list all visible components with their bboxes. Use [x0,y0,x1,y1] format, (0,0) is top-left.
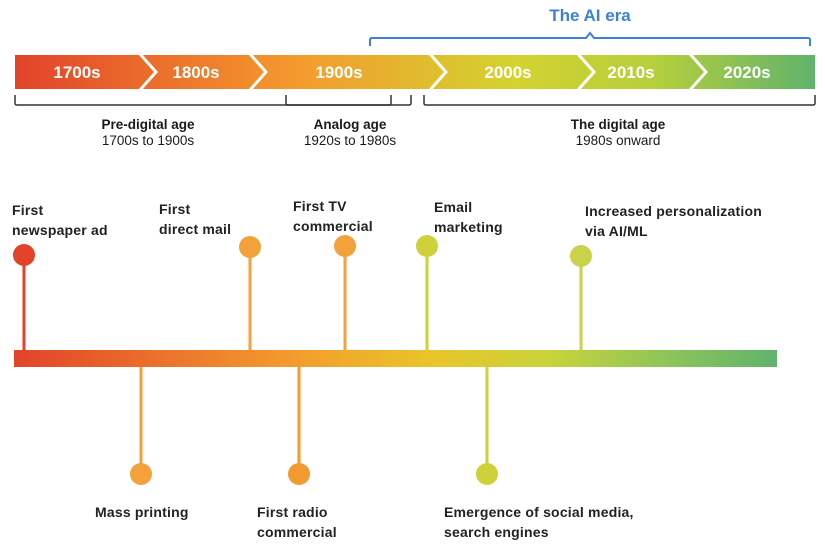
event-email-marketing: Email marketing [434,197,503,237]
analog-bracket [285,95,412,106]
event-label-line: Emergence of social media, [444,504,634,520]
event-marker [476,463,498,485]
timeline-bar [14,350,777,367]
event-label-line: commercial [257,524,337,540]
ai-era-label: The AI era [549,6,631,25]
chevron-separator [576,53,597,91]
event-first-radio-commercial: First radio commercial [257,502,337,542]
event-label-line: First [12,202,44,218]
era-analog: Analog age 1920s to 1980s [280,117,420,149]
event-label-line: Email [434,199,473,215]
event-label-line: marketing [434,219,503,235]
event-marker [130,463,152,485]
event-label-line: newspaper ad [12,222,108,238]
chevron-separator [138,53,159,91]
era-range: 1920s to 1980s [303,133,397,148]
era-range: 1700s to 1900s [101,133,195,148]
ai-era-bracket [369,31,811,46]
decade-label: 1800s [172,63,219,82]
digital-bracket [423,95,816,106]
event-label-line: Increased personalization [585,203,762,219]
event-mass-printing: Mass printing [95,502,189,522]
decade-label: 1900s [315,63,362,82]
event-first-direct-mail: First direct mail [159,199,231,239]
event-first-newspaper-ad: First newspaper ad [12,200,108,240]
era-name: Pre-digital age [101,117,195,132]
chevron-separator [248,53,269,91]
event-label-line: Mass printing [95,504,189,520]
event-label-line: First TV [293,198,347,214]
chevron-separator [428,53,449,91]
event-marker [570,245,592,267]
decade-label: 1700s [53,63,100,82]
event-marker [239,236,261,258]
event-increased-personalization: Increased personalization via AI/ML [585,201,762,241]
era-name: Analog age [313,117,387,132]
chevron-separator [688,53,709,91]
event-label-line: First [159,201,191,217]
decade-band [15,55,815,89]
event-label-line: direct mail [159,221,232,237]
event-label-line: via AI/ML [585,223,648,239]
era-pre-digital: Pre-digital age 1700s to 1900s [78,117,218,149]
event-marker [334,235,356,257]
event-social-media-search: Emergence of social media, search engine… [444,502,634,542]
event-marker [288,463,310,485]
chevron-separators [138,53,709,91]
event-label-line: First radio [257,504,328,520]
event-first-tv-commercial: First TV commercial [293,196,373,236]
pre-digital-bracket [14,95,392,106]
decade-label: 2020s [723,63,770,82]
decade-label: 2000s [484,63,531,82]
decade-label: 2010s [607,63,654,82]
era-digital: The digital age 1980s onward [548,117,688,149]
era-name: The digital age [570,117,666,132]
event-label-line: commercial [293,218,373,234]
event-marker [416,235,438,257]
era-range: 1980s onward [575,133,661,148]
event-marker [13,244,35,266]
event-label-line: search engines [444,524,549,540]
